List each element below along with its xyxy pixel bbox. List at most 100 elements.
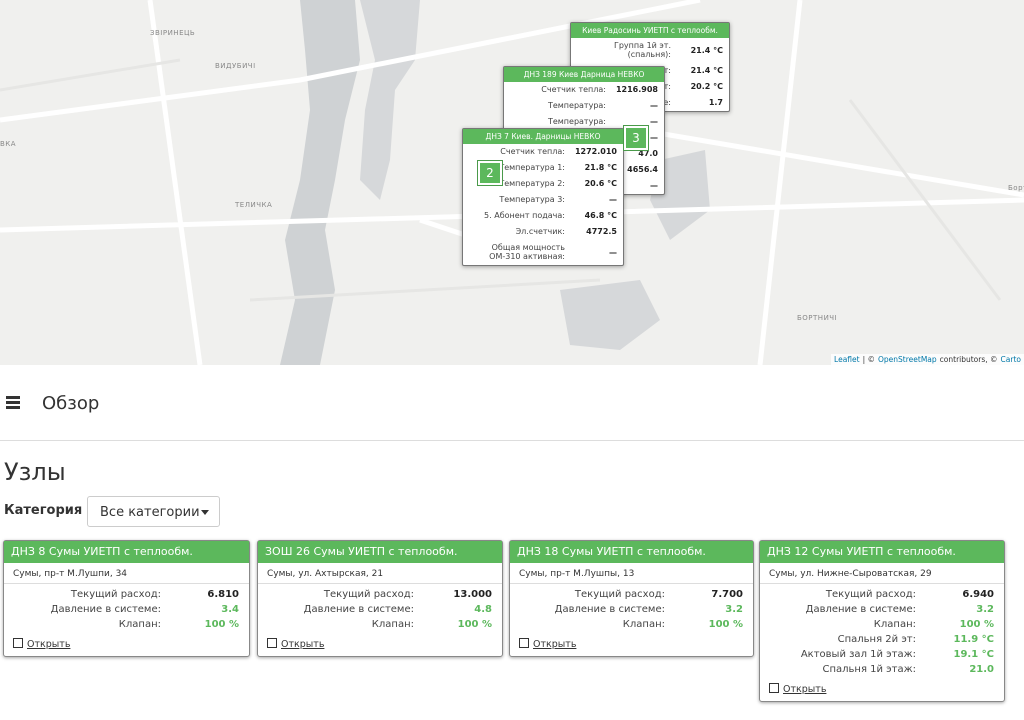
row-label: Текущий расход:	[323, 589, 414, 600]
row-value: 100 %	[959, 619, 994, 630]
attribution-text: | ©	[862, 355, 875, 364]
card-row: Давление в системе: 3.4	[4, 602, 249, 617]
popup-row: Группа 1й эт.(спальня): 21.4 °C	[571, 38, 729, 63]
open-text[interactable]: Открыть	[783, 684, 827, 695]
row-value: 3.2	[976, 604, 994, 615]
map[interactable]: ЗВІРИНЕЦЬ ВИДУБИЧІ ТЕЛИЧКА БОРТНИЧІ ВКА Бортн…	[0, 0, 1024, 365]
popup-row: 5. Абонент подача: 46.8 °C	[463, 208, 623, 224]
cluster-marker[interactable]: 3	[623, 125, 649, 151]
open-text[interactable]: Открыть	[281, 639, 325, 650]
popup-value: 1272.010	[574, 147, 617, 156]
open-link[interactable]: Открыть	[4, 632, 249, 656]
card-row: Текущий расход: 7.700	[510, 587, 753, 602]
open-text[interactable]: Открыть	[27, 639, 71, 650]
popup-value: —	[650, 181, 658, 190]
popup-label: Группа 1й эт.(спальня):	[613, 41, 671, 59]
header-title: Обзор	[42, 393, 100, 414]
menu-button[interactable]	[6, 396, 20, 411]
row-label: Текущий расход:	[825, 589, 916, 600]
card-row: Спальня 1й этаж: 21.0	[760, 662, 1004, 677]
popup-value: —	[650, 117, 658, 126]
lake	[560, 280, 660, 350]
caret	[201, 510, 209, 515]
open-icon	[13, 638, 23, 648]
popup-label: 5. Абонент подача:	[484, 211, 565, 220]
open-icon	[267, 638, 277, 648]
card-title: ДНЗ 12 Сумы УИЕТП с теплообм.	[760, 541, 1004, 563]
map-label: ЗВІРИНЕЦЬ	[150, 29, 195, 37]
row-label: Давление в системе:	[50, 604, 161, 615]
row-label: Текущий расход:	[70, 589, 161, 600]
card-address: Сумы, пр-т М.Лушпы, 13	[510, 563, 753, 584]
popup-label: Температура:	[547, 117, 606, 126]
category-select[interactable]: Все категории	[87, 496, 220, 527]
card-rows: Текущий расход: 6.810 Давление в системе: 3…	[4, 584, 249, 632]
card-rows: Текущий расход: 6.940 Давление в системе: 3…	[760, 584, 1004, 677]
row-value: 3.2	[725, 604, 743, 615]
row-label: Спальня 1й этаж:	[822, 664, 916, 675]
popup-label: Счетчик тепла:	[500, 147, 565, 156]
card-row: Текущий расход: 13.000	[258, 587, 502, 602]
card-rows: Текущий расход: 13.000 Давление в системе:…	[258, 584, 502, 632]
section-title: Узлы	[4, 458, 66, 486]
popup-label: Температура 1:	[499, 163, 565, 172]
popup-row: Общая мощность ОМ-310 активная: —	[463, 240, 623, 265]
node-card: ДНЗ 8 Сумы УИЕТП с теплообм. Сумы, пр-т М…	[3, 540, 250, 657]
card-row: Давление в системе: 4.8	[258, 602, 502, 617]
card-row: Клапан: 100 %	[760, 617, 1004, 632]
river	[280, 0, 360, 365]
attribution: Leaflet | © OpenStreetMap contributors, © Ca…	[831, 354, 1024, 365]
popup-row: Температура 3: —	[463, 192, 623, 208]
node-card: ДНЗ 18 Сумы УИЕТП с теплообм. Сумы, пр-т …	[509, 540, 754, 657]
row-value: 100 %	[204, 619, 239, 630]
lake	[650, 150, 710, 240]
row-label: Клапан:	[371, 619, 414, 630]
card-row: Давление в системе: 3.2	[510, 602, 753, 617]
popup-row: Счетчик тепла: 1216.908	[504, 82, 664, 98]
card-title: ЗОШ 26 Сумы УИЕТП с теплообм.	[258, 541, 502, 563]
node-card: ЗОШ 26 Сумы УИЕТП с теплообм. Сумы, ул. А…	[257, 540, 503, 657]
popup-row: Температура 1: 21.8 °C	[463, 160, 623, 176]
card-address: Сумы, пр-т М.Лушпи, 34	[4, 563, 249, 584]
card-row: Текущий расход: 6.810	[4, 587, 249, 602]
map-label: Бортн	[1008, 184, 1024, 192]
card-row: Актовый зал 1й этаж: 19.1 °C	[760, 647, 1004, 662]
popup-value: 20.6 °C	[584, 179, 617, 188]
card-title: ДНЗ 8 Сумы УИЕТП с теплообм.	[4, 541, 249, 563]
attribution-link[interactable]: Carto	[1000, 355, 1021, 364]
popup-value: —	[650, 101, 658, 110]
river	[360, 0, 420, 200]
row-value: 7.700	[711, 589, 743, 600]
row-value: 100 %	[708, 619, 743, 630]
card-row: Текущий расход: 6.940	[760, 587, 1004, 602]
open-icon	[519, 638, 529, 648]
open-link[interactable]: Открыть	[510, 632, 753, 656]
open-text[interactable]: Открыть	[533, 639, 577, 650]
row-label: Текущий расход:	[574, 589, 665, 600]
popup-label: Температура:	[547, 101, 606, 110]
open-link[interactable]: Открыть	[760, 677, 1004, 701]
row-value: 3.4	[221, 604, 239, 615]
open-link[interactable]: Открыть	[258, 632, 502, 656]
open-icon	[769, 683, 779, 693]
popup-value: 4772.5	[586, 227, 617, 236]
attribution-link[interactable]: OpenStreetMap	[878, 355, 937, 364]
row-label: Спальня 2й эт:	[837, 634, 916, 645]
map-labels: ЗВІРИНЕЦЬ ВИДУБИЧІ ТЕЛИЧКА БОРТНИЧІ ВКА Бортн	[0, 29, 1024, 322]
popup-row: Температура: —	[504, 98, 664, 114]
popup-value: 21.4 °C	[690, 45, 723, 55]
popup-value: 20.2 °C	[690, 82, 723, 91]
card-row: Клапан: 100 %	[4, 617, 249, 632]
popup-label: Общая мощность ОМ-310 активная:	[489, 243, 565, 261]
row-value: 6.940	[962, 589, 994, 600]
row-value: 6.810	[207, 589, 239, 600]
popup-row: Температура 2: 20.6 °C	[463, 176, 623, 192]
cluster-marker[interactable]: 2	[477, 160, 503, 186]
row-label: Давление в системе:	[554, 604, 665, 615]
popup-value: 1216.908	[615, 85, 658, 94]
popup-row: Эл.счетчик: 4772.5	[463, 224, 623, 240]
attribution-link[interactable]: Leaflet	[834, 355, 860, 364]
popup-value: 46.8 °C	[584, 211, 617, 220]
row-value: 13.000	[453, 589, 492, 600]
